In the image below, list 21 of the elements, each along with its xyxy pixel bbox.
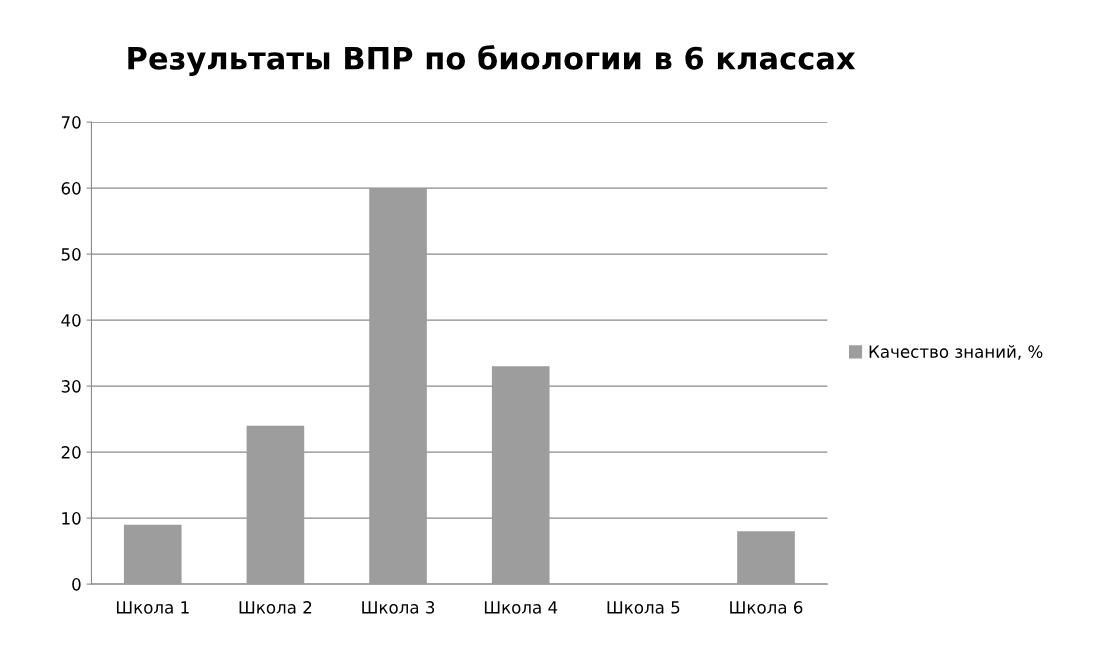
bar [737, 531, 795, 585]
legend-label: Качество знаний, % [869, 345, 1043, 360]
y-tick-label: 30 [61, 380, 81, 393]
x-tick-label: Школа 2 [239, 601, 312, 614]
bar [123, 524, 182, 585]
y-tick-label: 10 [62, 512, 81, 525]
bar [369, 188, 427, 585]
y-tick-label: 0 [72, 578, 81, 591]
x-tick-label: Школа 4 [484, 601, 558, 614]
x-tick-label: Школа 3 [362, 601, 435, 614]
y-tick-label: 40 [61, 314, 81, 327]
x-tick-label: Школа 1 [116, 601, 189, 614]
y-tick-label: 70 [61, 116, 81, 129]
bar [491, 366, 550, 585]
y-tick-label: 20 [61, 446, 81, 459]
chart-title: Результаты ВПР по биологии в 6 классах [128, 45, 856, 76]
bar [246, 425, 305, 585]
y-tick-label: 50 [61, 248, 81, 261]
x-tick-label: Школа 5 [607, 601, 680, 614]
x-tick-label: Школа 6 [730, 601, 803, 614]
y-tick-label: 60 [61, 182, 81, 195]
